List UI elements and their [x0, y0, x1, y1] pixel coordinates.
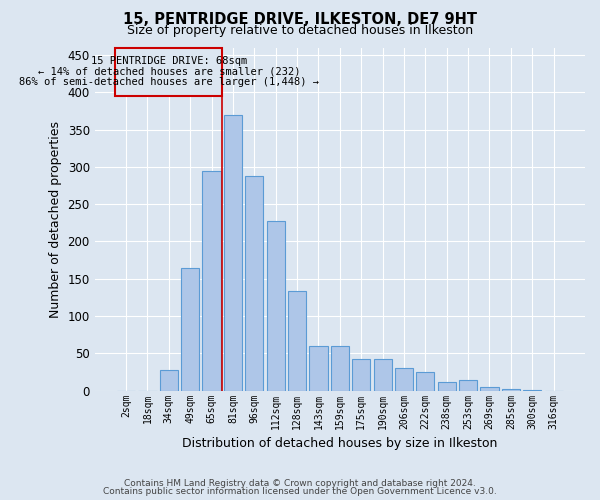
- Text: 15 PENTRIDGE DRIVE: 68sqm: 15 PENTRIDGE DRIVE: 68sqm: [91, 56, 247, 66]
- Bar: [416, 372, 434, 390]
- Bar: [352, 360, 370, 390]
- Bar: [395, 368, 413, 390]
- Text: 15, PENTRIDGE DRIVE, ILKESTON, DE7 9HT: 15, PENTRIDGE DRIVE, ILKESTON, DE7 9HT: [123, 12, 477, 28]
- Bar: [160, 370, 178, 390]
- Bar: [331, 346, 349, 391]
- Bar: [502, 389, 520, 390]
- Bar: [288, 292, 306, 390]
- X-axis label: Distribution of detached houses by size in Ilkeston: Distribution of detached houses by size …: [182, 437, 497, 450]
- Bar: [374, 360, 392, 390]
- Bar: [245, 176, 263, 390]
- Bar: [224, 114, 242, 390]
- Bar: [437, 382, 456, 390]
- Bar: [181, 268, 199, 390]
- Text: Contains HM Land Registry data © Crown copyright and database right 2024.: Contains HM Land Registry data © Crown c…: [124, 478, 476, 488]
- Text: Contains public sector information licensed under the Open Government Licence v3: Contains public sector information licen…: [103, 487, 497, 496]
- Text: ← 14% of detached houses are smaller (232): ← 14% of detached houses are smaller (23…: [38, 66, 300, 76]
- Y-axis label: Number of detached properties: Number of detached properties: [49, 120, 62, 318]
- Text: Size of property relative to detached houses in Ilkeston: Size of property relative to detached ho…: [127, 24, 473, 37]
- Bar: [481, 387, 499, 390]
- Bar: [115, 48, 222, 96]
- Bar: [202, 170, 221, 390]
- Bar: [310, 346, 328, 391]
- Bar: [266, 222, 285, 390]
- Text: 86% of semi-detached houses are larger (1,448) →: 86% of semi-detached houses are larger (…: [19, 76, 319, 86]
- Bar: [459, 380, 477, 390]
